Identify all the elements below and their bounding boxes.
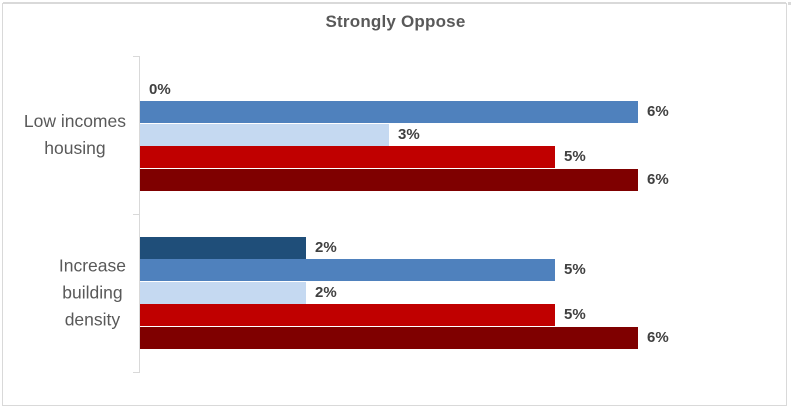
data-label-red-2: 5%	[564, 306, 586, 323]
bar-medium-blue-1	[140, 101, 638, 123]
data-label-navy-1: 0%	[149, 81, 171, 98]
category-label-line: housing	[44, 138, 106, 158]
axis-tick-bottom	[133, 372, 140, 373]
data-label-medium-blue-2: 5%	[564, 261, 586, 278]
category-label-1: Low incomes housing	[24, 108, 126, 162]
bar-medium-blue-2	[140, 259, 555, 281]
bar-red-2	[140, 304, 555, 326]
category-label-line: building	[62, 282, 123, 303]
category-label-line: Low incomes	[23, 111, 126, 131]
data-label-red-1: 5%	[564, 148, 586, 165]
category-label-line: density	[64, 309, 121, 330]
data-label-navy-2: 2%	[315, 239, 337, 256]
bar-dark-red-2	[140, 327, 638, 349]
bar-navy-2	[140, 237, 306, 259]
axis-tick-middle	[133, 214, 140, 215]
data-label-light-blue-2: 2%	[315, 284, 337, 301]
chart-title: Strongly Oppose	[325, 12, 466, 31]
bar-dark-red-1	[140, 169, 638, 191]
bar-light-blue-1	[140, 124, 389, 146]
bar-red-1	[140, 146, 555, 168]
data-label-dark-red-2: 6%	[647, 329, 669, 346]
worksheet-row-edge-right	[788, 2, 791, 5]
data-label-medium-blue-1: 6%	[647, 103, 669, 120]
axis-tick-top	[133, 56, 140, 57]
data-label-dark-red-1: 6%	[647, 171, 669, 188]
bar-light-blue-2	[140, 282, 306, 304]
data-label-light-blue-1: 3%	[398, 126, 420, 143]
category-label-2: Increase building density	[59, 253, 126, 334]
category-label-line: Increase	[58, 255, 126, 276]
